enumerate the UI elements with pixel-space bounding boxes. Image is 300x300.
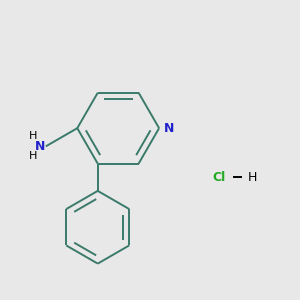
Text: H: H [29,152,37,161]
Text: H: H [29,131,37,141]
Text: Cl: Cl [213,171,226,184]
Text: H: H [248,171,258,184]
Text: N: N [164,122,174,135]
Text: N: N [35,140,46,153]
